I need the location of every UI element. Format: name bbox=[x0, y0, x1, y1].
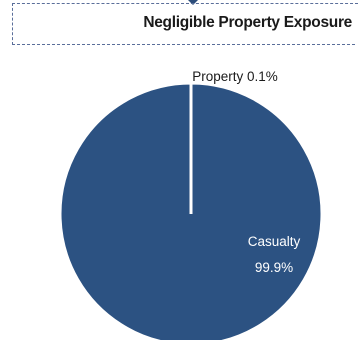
pointer-arrow-icon bbox=[188, 0, 198, 5]
slice-label-casualty-name: Casualty bbox=[248, 234, 301, 249]
pie-slice-casualty bbox=[60, 83, 322, 340]
title-box-top-border bbox=[12, 3, 358, 4]
slice-label-property: Property 0.1% bbox=[192, 69, 278, 84]
title-box bbox=[12, 3, 355, 45]
pie-slices bbox=[60, 83, 322, 340]
slice-label-casualty-value: 99.9% bbox=[255, 260, 293, 275]
chart-title: Negligible Property Exposure bbox=[143, 14, 352, 31]
